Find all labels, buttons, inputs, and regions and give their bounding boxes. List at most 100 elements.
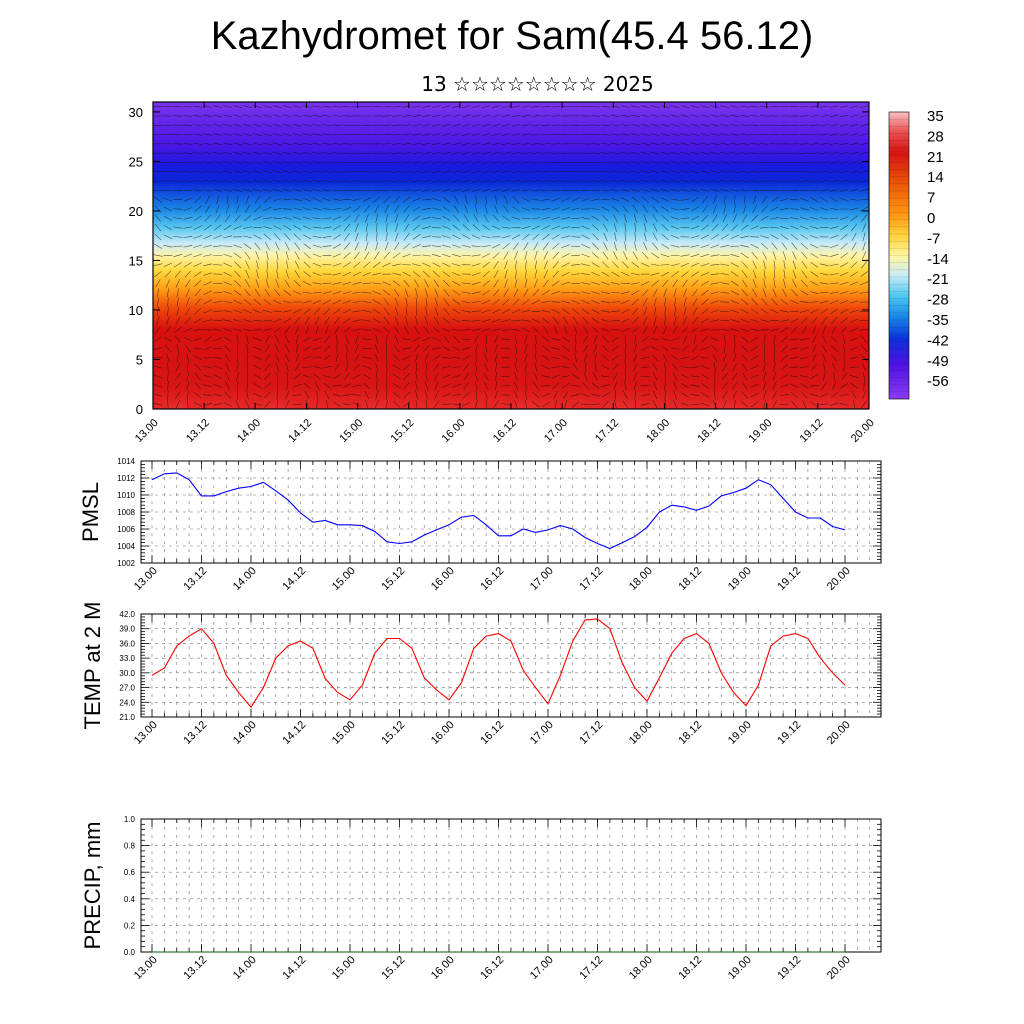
temp-xlabel-2: 14.00: [231, 719, 259, 747]
x-tick-label-14: 20.00: [849, 417, 877, 445]
warm-cell-1: [240, 337, 309, 409]
pmsl-ylabel-5: 1012: [117, 474, 135, 483]
temp-ylabel-1: 24.0: [119, 698, 135, 707]
temp-frame: [140, 613, 882, 718]
temp-ylabel-7: 42.0: [119, 610, 135, 619]
x-tick-label-8: 17.00: [542, 417, 570, 445]
x-tick-label-4: 15.00: [337, 417, 365, 445]
pmsl-ylabel-0: 1002: [117, 559, 135, 568]
temp-xlabel-0: 13.00: [132, 719, 160, 747]
pmsl-ylabel-1: 1004: [117, 542, 135, 551]
temp-xlabel-5: 15.12: [379, 719, 407, 747]
chart-subtitle: 13 ☆☆☆☆☆☆☆☆ 2025: [421, 72, 654, 96]
precip-xlabel-4: 15.00: [330, 954, 358, 982]
precip-xlabel-3: 14.12: [280, 954, 308, 982]
x-tick-label-10: 18.00: [644, 417, 672, 445]
temp-xlabel-6: 16.00: [429, 719, 457, 747]
colorbar-label-6: -7: [927, 230, 940, 247]
temp-xlabel-13: 19.12: [775, 719, 803, 747]
x-tick-label-3: 14.12: [286, 417, 314, 445]
temp-panel: 21.0 24.0 27.0 30.0 33.0 36.0 39.0 42.0 13.00 13.…: [80, 602, 882, 747]
precip-xlabel-9: 17.12: [577, 954, 605, 982]
pmsl-xlabel-10: 18.00: [627, 565, 655, 593]
pmsl-xlabel-7: 16.12: [478, 565, 506, 593]
precip-xlabel-14: 20.00: [825, 954, 853, 982]
precip-xlabel-0: 13.00: [132, 954, 160, 982]
temp-ylabel-3: 30.0: [119, 669, 135, 678]
temp-xlabel-8: 17.00: [528, 719, 556, 747]
pmsl-xlabel-11: 18.12: [676, 565, 704, 593]
colorbar-label-12: -49: [927, 353, 949, 370]
precip-xlabel-1: 13.12: [181, 954, 209, 982]
y-tick-label-25: 25: [129, 154, 143, 169]
warm-cell-4: [587, 337, 656, 409]
temp-xlabel-4: 15.00: [330, 719, 358, 747]
colorbar-gradient: [889, 112, 909, 399]
pmsl-xlabel-9: 17.12: [577, 565, 605, 593]
pmsl-xlabel-14: 20.00: [825, 565, 853, 593]
pmsl-xlabel-4: 15.00: [330, 565, 358, 593]
colorbar-label-8: -21: [927, 271, 949, 288]
colorbar-frame: [888, 111, 910, 400]
colorbar-label-13: -56: [927, 373, 949, 390]
colorbar-label-2: 21: [927, 149, 944, 166]
precip-ylabel-5: 1.0: [124, 815, 136, 824]
warm-cell-2: [340, 337, 409, 409]
warm-surface-cells: [153, 337, 861, 409]
wind-vectors: [153, 105, 869, 409]
temp-ylabel-2: 27.0: [119, 684, 135, 693]
pmsl-xlabel-12: 19.00: [726, 565, 754, 593]
temp-xlabel-9: 17.12: [577, 719, 605, 747]
pmsl-xlabel-5: 15.12: [379, 565, 407, 593]
x-tick-label-12: 19.00: [747, 417, 775, 445]
colorbar-label-9: -28: [927, 292, 949, 309]
precip-ylabel-3: 0.6: [124, 868, 136, 877]
precip-xlabel-5: 15.12: [379, 954, 407, 982]
pmsl-xlabel-0: 13.00: [132, 565, 160, 593]
x-tick-label-7: 16.12: [491, 417, 519, 445]
x-tick-label-1: 13.12: [184, 417, 212, 445]
pmsl-axis-title: PMSL: [78, 482, 103, 542]
precip-xlabel-10: 18.00: [627, 954, 655, 982]
colorbar: 35 28 21 14 7 0 -7 -14 -21 -28 -35 -42 -49 -56: [888, 108, 949, 400]
temp-xlabel-3: 14.12: [280, 719, 308, 747]
temp-ylabel-0: 21.0: [119, 713, 135, 722]
temp-axis-title: TEMP at 2 M: [80, 602, 105, 730]
pmsl-xlabel-1: 13.12: [181, 565, 209, 593]
pmsl-ylabel-4: 1010: [117, 491, 135, 500]
precip-xlabel-13: 19.12: [775, 954, 803, 982]
precip-xlabel-7: 16.12: [478, 954, 506, 982]
temp-ylabel-4: 33.0: [119, 654, 135, 663]
precip-ylabel-4: 0.8: [124, 842, 136, 851]
chart-title: Kazhydromet for Sam(45.4 56.12): [210, 14, 814, 58]
colorbar-label-4: 7: [927, 190, 935, 207]
y-tick-label-0: 0: [136, 402, 143, 417]
y-tick-label-15: 15: [129, 253, 143, 268]
precip-ylabel-2: 0.4: [124, 895, 136, 904]
colorbar-label-5: 0: [927, 210, 935, 227]
precip-xlabel-8: 17.00: [528, 954, 556, 982]
temp-ylabel-6: 39.0: [119, 625, 135, 634]
colorbar-label-7: -14: [927, 251, 949, 268]
temp-xlabel-14: 20.00: [825, 719, 853, 747]
colorbar-label-11: -42: [927, 332, 949, 349]
temp-xlabel-10: 18.00: [627, 719, 655, 747]
temp-ylabel-5: 36.0: [119, 639, 135, 648]
x-tick-label-9: 17.12: [593, 417, 621, 445]
x-tick-label-13: 19.12: [798, 417, 826, 445]
x-tick-label-6: 16.00: [440, 417, 468, 445]
colorbar-labels: 35 28 21 14 7 0 -7 -14 -21 -28 -35 -42 -49 -56: [927, 108, 949, 390]
x-tick-label-0: 13.00: [133, 417, 161, 445]
y-tick-label-20: 20: [129, 204, 143, 219]
colorbar-bands: [889, 111, 909, 400]
wind-vector-overlay: [153, 105, 869, 409]
pmsl-xlabel-8: 17.00: [528, 565, 556, 593]
temp-xlabel-7: 16.12: [478, 719, 506, 747]
x-tick-label-5: 15.12: [389, 417, 417, 445]
y-tick-label-5: 5: [136, 352, 143, 367]
pmsl-xlabel-2: 14.00: [231, 565, 259, 593]
precip-xlabel-11: 18.12: [676, 954, 704, 982]
colorbar-label-0: 35: [927, 108, 944, 125]
colorbar-label-1: 28: [927, 128, 944, 145]
